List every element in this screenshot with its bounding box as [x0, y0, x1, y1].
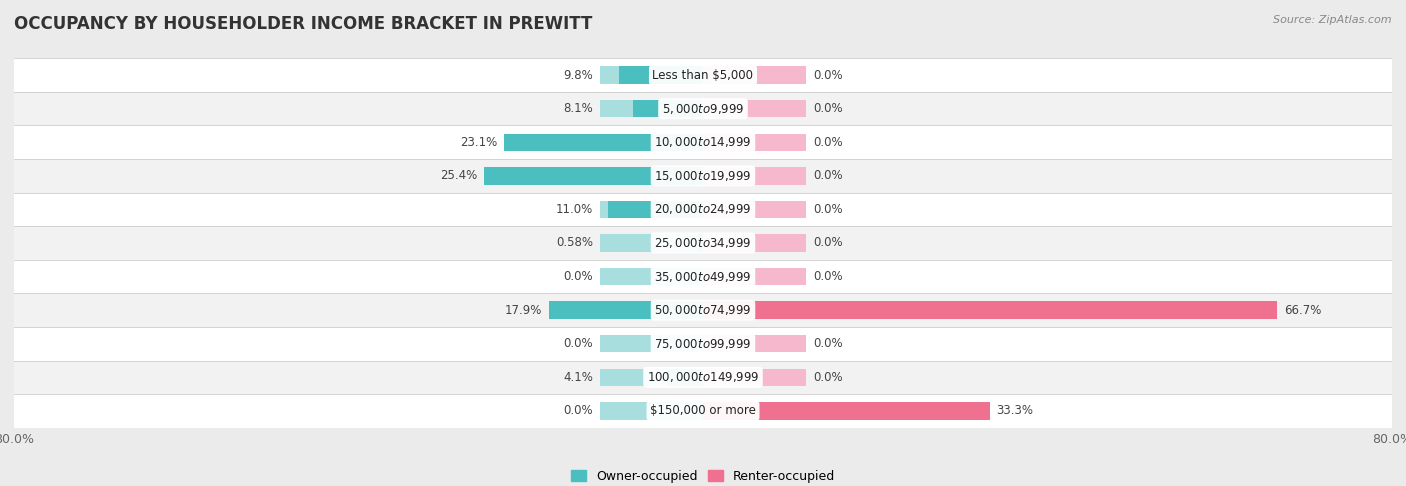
Text: $5,000 to $9,999: $5,000 to $9,999 — [662, 102, 744, 116]
Bar — [668, 368, 703, 386]
Bar — [703, 268, 807, 285]
Text: 0.0%: 0.0% — [813, 203, 842, 216]
Text: 0.0%: 0.0% — [564, 404, 593, 417]
Bar — [14, 58, 1392, 92]
Bar — [14, 125, 1392, 159]
Text: 0.0%: 0.0% — [813, 371, 842, 384]
Text: 0.0%: 0.0% — [813, 270, 842, 283]
Text: 0.0%: 0.0% — [564, 337, 593, 350]
Bar — [14, 260, 1392, 294]
Bar — [505, 134, 703, 151]
Bar — [14, 327, 1392, 361]
Bar — [599, 67, 703, 84]
Text: Source: ZipAtlas.com: Source: ZipAtlas.com — [1274, 15, 1392, 25]
Text: 33.3%: 33.3% — [997, 404, 1033, 417]
Bar — [599, 368, 703, 386]
Text: $50,000 to $74,999: $50,000 to $74,999 — [654, 303, 752, 317]
Text: $35,000 to $49,999: $35,000 to $49,999 — [654, 270, 752, 283]
Text: 8.1%: 8.1% — [562, 102, 593, 115]
Bar — [703, 134, 807, 151]
Text: $75,000 to $99,999: $75,000 to $99,999 — [654, 337, 752, 351]
Bar — [14, 159, 1392, 192]
Bar — [703, 402, 807, 419]
Text: 66.7%: 66.7% — [1284, 304, 1322, 317]
Bar — [609, 201, 703, 218]
Bar — [599, 301, 703, 319]
Bar — [697, 234, 703, 252]
Bar — [599, 201, 703, 218]
Bar — [599, 134, 703, 151]
Bar — [599, 335, 703, 352]
Text: Less than $5,000: Less than $5,000 — [652, 69, 754, 82]
Bar — [14, 394, 1392, 428]
Text: 0.0%: 0.0% — [813, 337, 842, 350]
Bar — [599, 402, 703, 419]
Bar — [703, 301, 1278, 319]
Text: $10,000 to $14,999: $10,000 to $14,999 — [654, 135, 752, 149]
Bar — [703, 67, 807, 84]
Text: 0.0%: 0.0% — [564, 270, 593, 283]
Bar — [703, 301, 807, 319]
Text: 0.0%: 0.0% — [813, 102, 842, 115]
Text: $100,000 to $149,999: $100,000 to $149,999 — [647, 370, 759, 384]
Text: $150,000 or more: $150,000 or more — [650, 404, 756, 417]
Bar — [703, 402, 990, 419]
Bar — [703, 100, 807, 118]
Bar — [703, 201, 807, 218]
Text: 11.0%: 11.0% — [555, 203, 593, 216]
Text: 17.9%: 17.9% — [505, 304, 541, 317]
Text: 25.4%: 25.4% — [440, 169, 478, 182]
Text: 4.1%: 4.1% — [562, 371, 593, 384]
Bar — [14, 226, 1392, 260]
Bar — [703, 234, 807, 252]
Text: 0.58%: 0.58% — [555, 237, 593, 249]
Bar — [633, 100, 703, 118]
Text: $20,000 to $24,999: $20,000 to $24,999 — [654, 203, 752, 216]
Bar — [703, 167, 807, 185]
Bar — [14, 294, 1392, 327]
Text: 0.0%: 0.0% — [813, 69, 842, 82]
Bar — [599, 268, 703, 285]
Bar — [14, 192, 1392, 226]
Bar — [484, 167, 703, 185]
Bar — [14, 361, 1392, 394]
Text: 0.0%: 0.0% — [813, 136, 842, 149]
Text: $15,000 to $19,999: $15,000 to $19,999 — [654, 169, 752, 183]
Legend: Owner-occupied, Renter-occupied: Owner-occupied, Renter-occupied — [567, 465, 839, 486]
Text: OCCUPANCY BY HOUSEHOLDER INCOME BRACKET IN PREWITT: OCCUPANCY BY HOUSEHOLDER INCOME BRACKET … — [14, 15, 592, 33]
Bar — [548, 301, 703, 319]
Bar — [599, 100, 703, 118]
Bar — [703, 335, 807, 352]
Bar — [14, 92, 1392, 125]
Bar — [703, 368, 807, 386]
Text: $25,000 to $34,999: $25,000 to $34,999 — [654, 236, 752, 250]
Bar — [619, 67, 703, 84]
Bar — [599, 167, 703, 185]
Text: 0.0%: 0.0% — [813, 237, 842, 249]
Text: 9.8%: 9.8% — [562, 69, 593, 82]
Text: 23.1%: 23.1% — [460, 136, 498, 149]
Bar — [599, 234, 703, 252]
Text: 0.0%: 0.0% — [813, 169, 842, 182]
